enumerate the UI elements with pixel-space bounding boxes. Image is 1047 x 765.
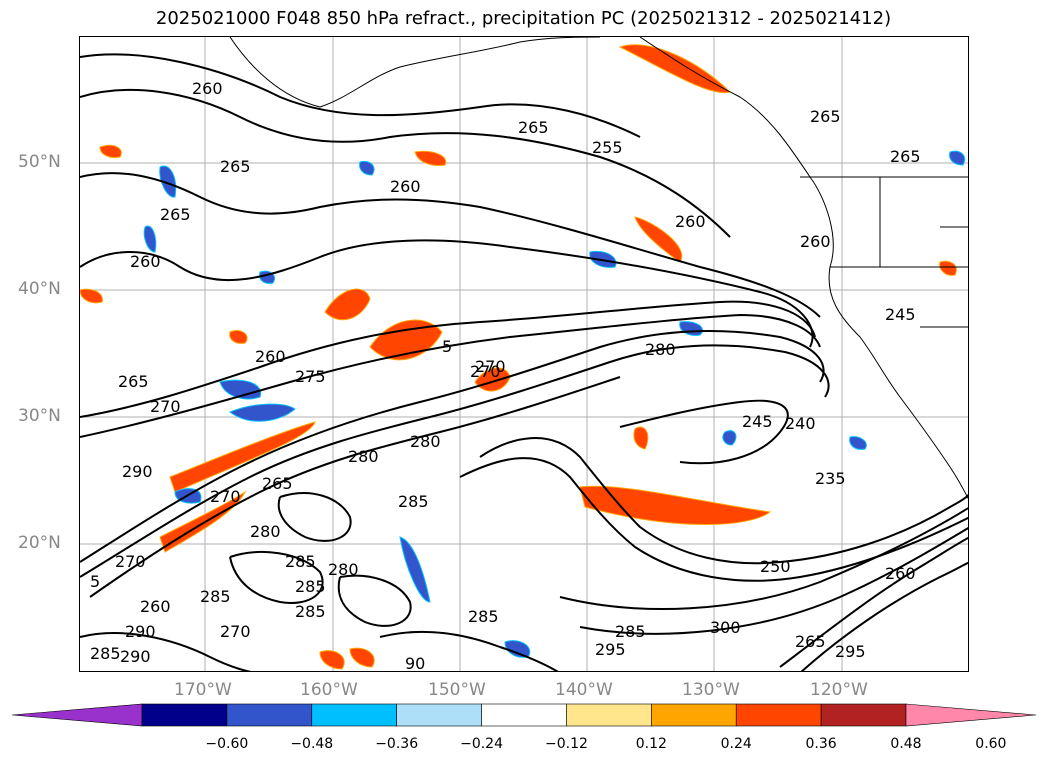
contour-label: 265 (118, 372, 149, 391)
contour-label: 280 (348, 447, 379, 466)
contour-label: 265 (160, 205, 191, 224)
lat-label-40n: 40°N (18, 279, 61, 299)
contour-label: 290 (120, 647, 151, 666)
contour-label: 260 (675, 212, 706, 231)
colorbar-tick-label: −0.24 (460, 736, 503, 752)
contour-label: 260 (800, 232, 831, 251)
contour-label: 255 (592, 138, 623, 157)
contour-label: 285 (295, 577, 326, 596)
lon-label-160w: 160°W (300, 680, 358, 700)
colorbar-tick-label: −0.36 (375, 736, 419, 752)
colorbar-cell (311, 703, 397, 727)
colorbar-tick-label: −0.48 (290, 736, 334, 752)
contour-label: 265 (220, 157, 251, 176)
contour-label: 280 (645, 340, 676, 359)
refractivity-contours (80, 53, 968, 671)
contour-label: 265 (262, 474, 293, 493)
colorbar-tick-label: 0.24 (720, 736, 752, 752)
contour-label: 285 (615, 622, 646, 641)
contour-label: 280 (328, 560, 359, 579)
contour-label: 245 (742, 412, 773, 431)
contour-label: 300 (710, 618, 741, 637)
contour-label: 5 (442, 337, 452, 356)
colorbar-cell (141, 703, 228, 727)
contour-label-group: 260 265 265 260 265 265 255 260 260 265 … (90, 79, 921, 672)
contour-label: 265 (890, 147, 921, 166)
contour-label: 270 (220, 622, 251, 641)
contour-label: 285 (295, 602, 326, 621)
contour-label: 285 (90, 644, 121, 663)
colorbar-cell (226, 703, 313, 727)
map-canvas: 260 265 265 260 265 265 255 260 260 265 … (80, 37, 968, 672)
contour-label: 285 (468, 607, 499, 626)
map-title: 2025021000 F048 850 hPa refract., precip… (155, 8, 892, 29)
colorbar-tick-label: −0.60 (205, 736, 249, 752)
contour-label: 290 (122, 462, 153, 481)
colorbar-tick-label: 0.60 (975, 736, 1007, 752)
contour-label: 270 (470, 362, 501, 381)
contour-label: 260 (192, 79, 223, 98)
contour-label: 270 (150, 397, 181, 416)
contour-label: 260 (390, 177, 421, 196)
contour-label: 260 (885, 564, 916, 583)
contour-label: 245 (885, 305, 916, 324)
contour-label: 260 (140, 597, 171, 616)
precip-negative (143, 150, 965, 658)
lon-label-120w: 120°W (810, 680, 868, 700)
colorbar-tick-label: 0.48 (890, 736, 922, 752)
lon-label-150w: 150°W (428, 680, 486, 700)
colorbar (12, 703, 1036, 727)
contour-label: 240 (785, 414, 816, 433)
colorbar-cell (396, 703, 482, 727)
contour-label: 90 (405, 654, 425, 672)
contour-label: 285 (200, 587, 231, 606)
lon-label-130w: 130°W (682, 680, 740, 700)
contour-label: 290 (125, 622, 156, 641)
lon-label-170w: 170°W (174, 680, 232, 700)
contour-label: 250 (760, 557, 791, 576)
contour-label: 270 (210, 487, 241, 506)
lat-label-20n: 20°N (18, 533, 61, 553)
colorbar-cell (566, 703, 652, 727)
lat-label-30n: 30°N (18, 406, 61, 426)
contour-label: 270 (475, 357, 506, 376)
lat-label-50n: 50°N (18, 152, 61, 172)
colorbar-extend-low (12, 703, 143, 727)
contour-label: 285 (285, 552, 316, 571)
colorbar-cell (651, 703, 737, 727)
contour-label: 280 (250, 522, 281, 541)
contour-label: 295 (835, 642, 866, 661)
contour-label: 265 (810, 107, 841, 126)
contour-label: 295 (595, 640, 626, 659)
coastlines (229, 37, 968, 500)
contour-label: 260 (130, 252, 161, 271)
colorbar-tick-label: −0.12 (544, 736, 588, 752)
contour-label: 260 (255, 347, 286, 366)
contour-label: 5 (90, 572, 100, 591)
colorbar-cell (820, 703, 907, 727)
lon-label-140w: 140°W (555, 680, 613, 700)
contour-label: 265 (795, 632, 826, 651)
contour-label: 235 (815, 469, 846, 488)
contour-label: 275 (295, 367, 326, 386)
colorbar-cell (735, 703, 822, 727)
colorbar-extend-high (905, 703, 1036, 727)
map-panel: 260 265 265 260 265 265 255 260 260 265 … (79, 36, 969, 672)
contour-label: 285 (398, 492, 429, 511)
colorbar-tick-label: 0.36 (805, 736, 837, 752)
colorbar-cell (481, 703, 567, 727)
contour-label: 265 (518, 118, 549, 137)
contour-label: 280 (410, 432, 441, 451)
colorbar-tick-label: 0.12 (635, 736, 667, 752)
contour-label: 270 (115, 552, 146, 571)
